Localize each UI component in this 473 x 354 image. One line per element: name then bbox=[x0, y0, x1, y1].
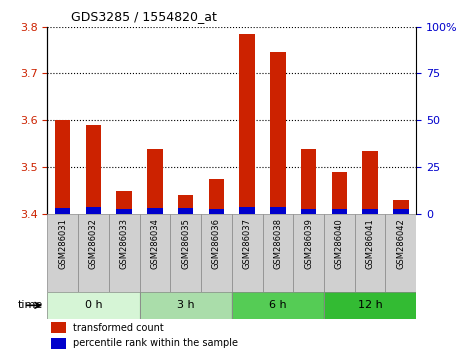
Bar bbox=[51, 322, 66, 333]
Bar bbox=[147, 208, 163, 214]
Bar bbox=[55, 120, 70, 214]
FancyBboxPatch shape bbox=[263, 214, 293, 292]
Bar bbox=[178, 208, 193, 214]
Bar bbox=[301, 209, 316, 214]
Text: 6 h: 6 h bbox=[269, 300, 287, 310]
FancyBboxPatch shape bbox=[78, 214, 109, 292]
Bar bbox=[239, 34, 255, 214]
Bar bbox=[332, 172, 347, 214]
Text: percentile rank within the sample: percentile rank within the sample bbox=[73, 338, 238, 348]
Text: 3 h: 3 h bbox=[177, 300, 194, 310]
Text: GSM286042: GSM286042 bbox=[396, 218, 405, 269]
Text: GSM286036: GSM286036 bbox=[212, 218, 221, 269]
Bar bbox=[301, 149, 316, 214]
Bar bbox=[47, 292, 140, 319]
FancyBboxPatch shape bbox=[324, 214, 355, 292]
FancyBboxPatch shape bbox=[232, 214, 263, 292]
FancyBboxPatch shape bbox=[140, 214, 170, 292]
Text: GSM286033: GSM286033 bbox=[120, 218, 129, 269]
FancyBboxPatch shape bbox=[47, 214, 78, 292]
Bar bbox=[362, 151, 378, 214]
Text: GSM286038: GSM286038 bbox=[273, 218, 282, 269]
Bar bbox=[55, 208, 70, 214]
Text: 12 h: 12 h bbox=[358, 300, 383, 310]
FancyBboxPatch shape bbox=[170, 214, 201, 292]
Bar bbox=[324, 292, 416, 319]
Bar bbox=[209, 209, 224, 214]
Text: GSM286035: GSM286035 bbox=[181, 218, 190, 269]
Text: GSM286040: GSM286040 bbox=[335, 218, 344, 269]
Bar bbox=[116, 191, 132, 214]
Bar bbox=[116, 209, 132, 214]
Bar bbox=[140, 292, 232, 319]
FancyBboxPatch shape bbox=[109, 214, 140, 292]
Bar bbox=[178, 195, 193, 214]
FancyBboxPatch shape bbox=[293, 214, 324, 292]
Bar bbox=[270, 52, 286, 214]
Text: GSM286041: GSM286041 bbox=[366, 218, 375, 269]
Text: GSM286031: GSM286031 bbox=[58, 218, 67, 269]
Text: GSM286032: GSM286032 bbox=[89, 218, 98, 269]
Bar bbox=[232, 292, 324, 319]
FancyBboxPatch shape bbox=[355, 214, 385, 292]
Bar bbox=[86, 207, 101, 214]
Bar bbox=[362, 209, 378, 214]
Text: transformed count: transformed count bbox=[73, 322, 164, 332]
FancyBboxPatch shape bbox=[201, 214, 232, 292]
Bar bbox=[147, 149, 163, 214]
Bar bbox=[239, 207, 255, 214]
Bar bbox=[332, 209, 347, 214]
Text: time: time bbox=[18, 300, 43, 310]
Bar bbox=[86, 125, 101, 214]
Bar bbox=[393, 200, 409, 214]
Text: 0 h: 0 h bbox=[85, 300, 102, 310]
Text: GDS3285 / 1554820_at: GDS3285 / 1554820_at bbox=[71, 10, 217, 23]
FancyBboxPatch shape bbox=[385, 214, 416, 292]
Text: GSM286037: GSM286037 bbox=[243, 218, 252, 269]
Text: GSM286034: GSM286034 bbox=[150, 218, 159, 269]
Text: GSM286039: GSM286039 bbox=[304, 218, 313, 269]
Bar bbox=[51, 338, 66, 349]
Bar bbox=[209, 179, 224, 214]
Bar bbox=[270, 207, 286, 214]
Bar bbox=[393, 209, 409, 214]
